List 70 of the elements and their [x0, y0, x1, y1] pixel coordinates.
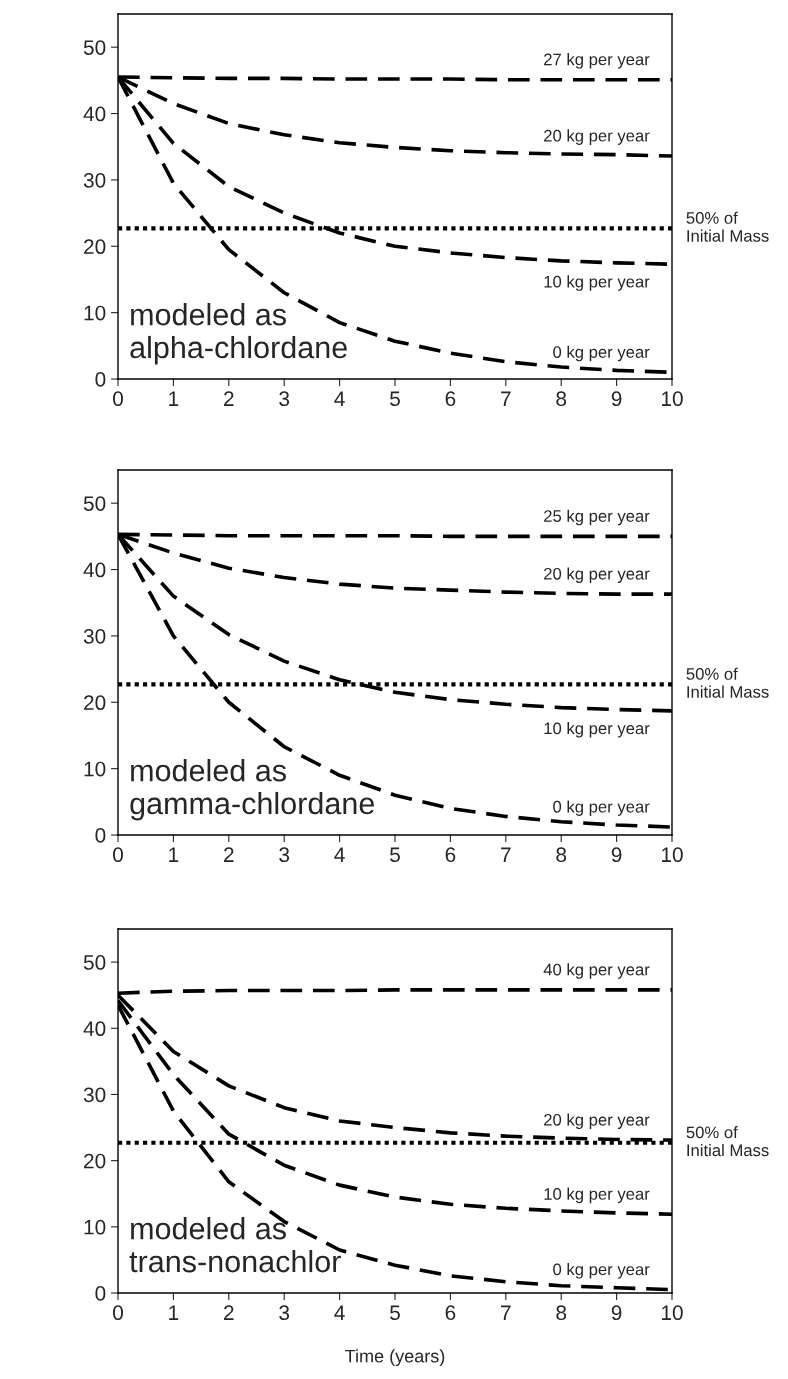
x-tick-label: 9	[611, 847, 622, 863]
series-label: 10 kg per year	[544, 722, 650, 738]
x-tick-label: 0	[113, 1305, 123, 1321]
y-tick-label: 10	[84, 1219, 106, 1235]
x-tick-label: 1	[169, 847, 179, 862]
ref-line-label: 50% of Initial Mass	[686, 1126, 769, 1157]
x-tick-label: 0	[113, 847, 123, 863]
series-label: 20 kg per year	[544, 567, 650, 583]
x-tick-label: 8	[556, 847, 567, 863]
x-tick-label: 10	[662, 391, 683, 407]
x-tick-label: 3	[279, 1305, 290, 1321]
x-tick-label: 8	[556, 391, 567, 407]
x-tick-label: 0	[113, 391, 123, 407]
x-tick-label: 8	[556, 1305, 567, 1321]
x-tick-label: 2	[224, 847, 234, 862]
y-tick-label: 10	[84, 305, 106, 321]
y-tick-label: 40	[83, 1021, 106, 1037]
annotation: modeled as alpha-chlordane	[130, 303, 347, 365]
x-tick-label: 4	[334, 1305, 345, 1320]
x-tick-label: 7	[501, 1305, 511, 1320]
x-tick-label: 4	[334, 847, 345, 862]
y-tick-label: 40	[83, 562, 106, 578]
series-label: 25 kg per year	[544, 509, 650, 526]
x-tick-label: 6	[445, 847, 456, 863]
ref-line-label: 50% of Initial Mass	[686, 211, 769, 242]
x-tick-label: 1	[169, 1305, 179, 1320]
y-tick-label: 50	[83, 496, 106, 511]
y-tick-label: 30	[83, 628, 106, 644]
y-tick-label: 50	[83, 40, 106, 55]
y-tick-label: 20	[84, 239, 106, 255]
series-label: 40 kg per year	[543, 963, 650, 979]
series-label: 10 kg per year	[544, 1187, 650, 1204]
series-label: 10 kg per year	[544, 275, 650, 291]
x-tick-label: 10	[662, 847, 683, 863]
x-tick-label: 5	[390, 391, 400, 407]
y-tick-label: 10	[84, 761, 106, 777]
x-tick-label: 2	[224, 1305, 234, 1320]
series-label: 0 kg per year	[553, 800, 650, 816]
x-tick-label: 3	[279, 391, 290, 407]
y-tick-label: 0	[95, 1286, 106, 1301]
ref-line-label: 50% of Initial Mass	[686, 667, 769, 698]
annotation: modeled as trans-nonachlor	[129, 1217, 341, 1273]
x-tick-label: 2	[224, 391, 234, 406]
x-tick-label: 6	[445, 391, 456, 407]
x-axis-title: Time (years)	[345, 1349, 445, 1367]
y-tick-label: 40	[83, 106, 106, 122]
y-tick-label: 0	[95, 372, 106, 387]
annotation: modeled as gamma-chlordane	[130, 759, 374, 821]
x-tick-label: 7	[501, 391, 511, 406]
x-tick-label: 5	[390, 847, 400, 863]
x-tick-label: 7	[501, 847, 511, 862]
series-label: 20 kg per year	[544, 1113, 650, 1130]
x-tick-label: 9	[611, 1305, 622, 1321]
series-label: 0 kg per year	[553, 1263, 650, 1279]
series-label: 20 kg per year	[544, 129, 650, 145]
x-tick-label: 1	[169, 391, 179, 406]
x-tick-label: 4	[334, 391, 345, 406]
y-tick-label: 30	[83, 172, 106, 188]
y-tick-label: 20	[84, 1153, 106, 1169]
x-tick-label: 10	[662, 1305, 683, 1321]
x-tick-label: 3	[279, 847, 290, 863]
x-tick-label: 6	[445, 1305, 456, 1321]
y-tick-label: 0	[95, 828, 106, 843]
y-tick-label: 30	[83, 1087, 106, 1103]
x-tick-label: 9	[611, 391, 622, 407]
series-label: 27 kg per year	[544, 53, 650, 69]
y-tick-label: 50	[83, 955, 106, 970]
x-tick-label: 5	[390, 1305, 400, 1321]
y-tick-label: 20	[84, 695, 106, 711]
series-label: 0 kg per year	[553, 345, 650, 362]
